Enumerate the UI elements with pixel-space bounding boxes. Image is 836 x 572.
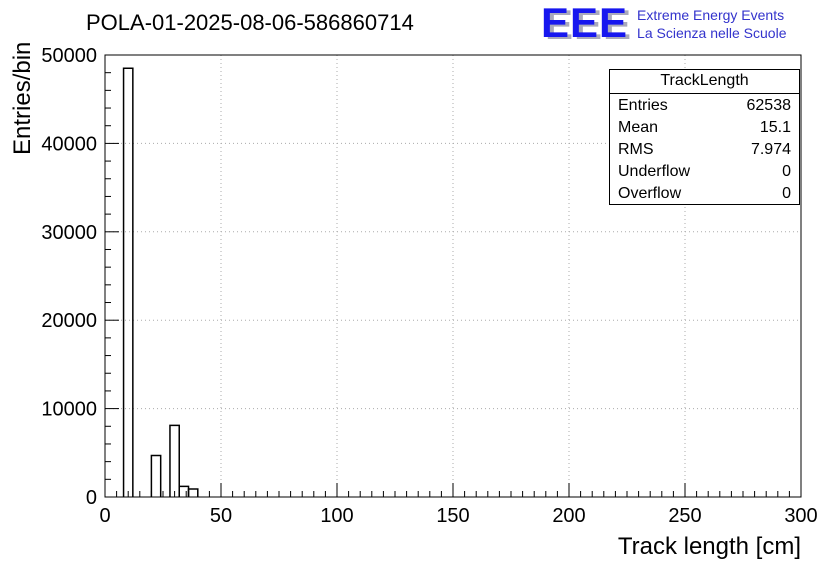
logo-tagline-line1: Extreme Energy Events xyxy=(637,7,785,23)
y-tick-label: 10000 xyxy=(41,399,97,421)
stat-value: 0 xyxy=(782,185,791,202)
stats-row: Mean 15.1 xyxy=(610,116,799,138)
stat-value: 15.1 xyxy=(759,119,791,136)
stats-row: RMS 7.974 xyxy=(610,138,799,160)
stat-label: Entries xyxy=(618,97,668,114)
histogram-bar xyxy=(187,488,199,497)
y-axis-title: Entries/bin xyxy=(9,42,36,155)
stats-row: Entries 62538 xyxy=(610,94,799,116)
stat-value: 7.974 xyxy=(750,141,791,158)
histogram-bar xyxy=(122,67,134,497)
x-tick-label: 0 xyxy=(99,505,110,527)
x-axis-title: Track length [cm] xyxy=(618,533,801,560)
stats-box: TrackLength Entries 62538 Mean 15.1 RMS … xyxy=(609,69,800,205)
histogram-bar xyxy=(150,454,162,497)
histogram-bar xyxy=(178,485,190,497)
stat-label: Mean xyxy=(618,119,659,136)
eee-logo-acronym: EEE xyxy=(541,0,629,46)
y-tick-label: 0 xyxy=(86,487,97,509)
y-tick-label: 20000 xyxy=(41,310,97,332)
stats-row: Underflow 0 xyxy=(610,160,799,182)
logo-tagline-line2: La Scienza nelle Scuole xyxy=(637,25,787,41)
y-tick-label: 50000 xyxy=(41,45,97,67)
stat-label: Underflow xyxy=(618,163,691,180)
stat-label: RMS xyxy=(618,141,654,158)
x-tick-label: 300 xyxy=(784,505,817,527)
y-tick-label: 30000 xyxy=(41,222,97,244)
page-title: POLA-01-2025-08-06-586860714 xyxy=(86,10,414,35)
stats-row: Overflow 0 xyxy=(610,182,799,204)
stat-label: Overflow xyxy=(618,185,682,202)
x-tick-label: 200 xyxy=(552,505,585,527)
y-tick-label: 40000 xyxy=(41,133,97,155)
stat-value: 62538 xyxy=(746,97,792,114)
eee-logo: EEE Extreme Energy Events La Scienza nel… xyxy=(541,2,786,44)
stats-box-title: TrackLength xyxy=(610,70,799,94)
histogram-bar xyxy=(169,424,180,497)
x-tick-label: 100 xyxy=(320,505,353,527)
x-tick-label: 50 xyxy=(210,505,232,527)
x-tick-label: 250 xyxy=(668,505,701,527)
eee-logo-tagline: Extreme Energy Events La Scienza nelle S… xyxy=(637,2,786,44)
stat-value: 0 xyxy=(782,163,791,180)
x-tick-label: 150 xyxy=(436,505,469,527)
